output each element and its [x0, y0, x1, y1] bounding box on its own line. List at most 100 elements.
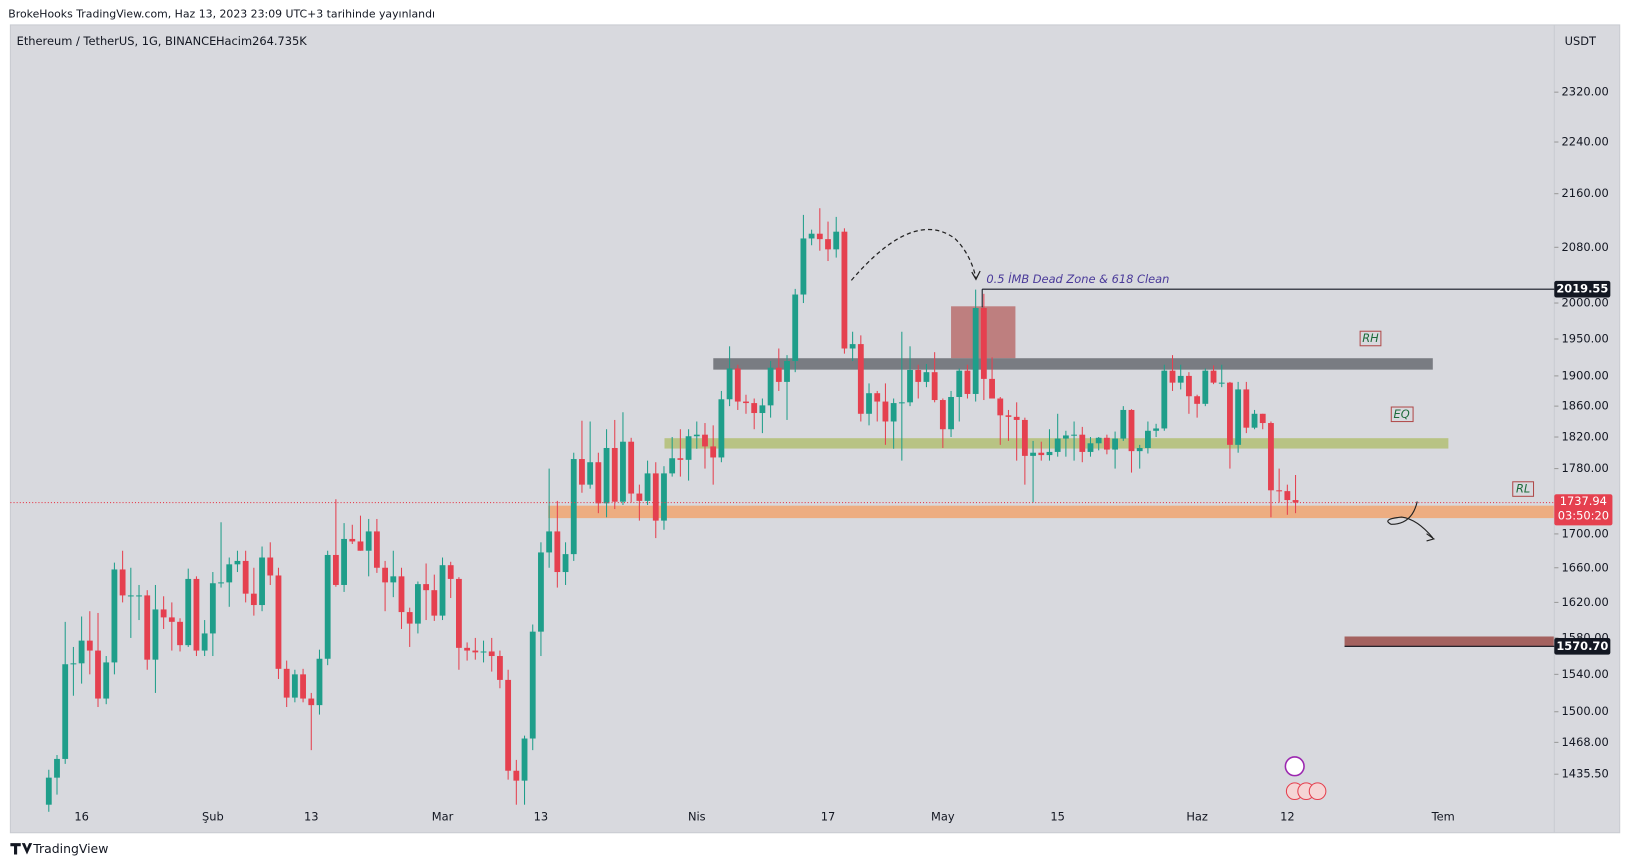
label-box	[1390, 406, 1414, 423]
candle-body	[267, 557, 274, 576]
y-tick-label: 1900.00	[1562, 368, 1609, 382]
candle-body	[1112, 438, 1119, 450]
candle-body	[989, 378, 995, 399]
candle-body	[1194, 396, 1201, 404]
candle-body	[964, 370, 971, 394]
candle-body	[513, 770, 520, 781]
candle-body	[464, 647, 471, 651]
candle-body	[833, 231, 840, 250]
candle-body	[95, 650, 101, 699]
candle-body	[1153, 428, 1160, 431]
candle-body	[1013, 416, 1020, 420]
candle-body	[710, 446, 717, 458]
candle-body	[218, 582, 224, 584]
candle-body	[177, 621, 183, 646]
last-price-label: 1737.94	[1560, 494, 1607, 508]
candle-body	[702, 434, 708, 447]
candle-body	[382, 567, 388, 583]
candle-body	[357, 541, 364, 551]
candle-body	[1046, 451, 1053, 456]
candle-body	[923, 372, 930, 382]
candle-body	[472, 650, 479, 653]
candle-body	[1021, 419, 1028, 456]
level-box	[1554, 638, 1611, 655]
y-tick-label: 1780.00	[1562, 461, 1609, 475]
candle-body	[661, 473, 667, 521]
x-tick-label: 12	[1280, 810, 1295, 824]
candle-body	[398, 576, 405, 613]
candle-body	[316, 658, 323, 706]
candle-body	[414, 584, 421, 624]
y-tick-label: 2240.00	[1562, 135, 1609, 149]
candle-body	[587, 462, 594, 485]
candle-body	[915, 369, 922, 382]
arrow-head	[1426, 533, 1436, 542]
candle-body	[144, 595, 151, 660]
candle-body	[628, 441, 635, 494]
candle-body	[554, 531, 561, 573]
candle-body	[283, 668, 290, 698]
candle-body	[579, 459, 585, 485]
candle-body	[70, 663, 77, 665]
event-icon[interactable]	[1284, 756, 1305, 777]
arrow-head	[971, 270, 981, 281]
candle-body	[168, 617, 175, 622]
candle-body	[1087, 443, 1094, 452]
candle-body	[1103, 437, 1110, 450]
rh-label: RH	[1362, 331, 1379, 345]
candle-body	[1062, 435, 1069, 439]
candle-body	[201, 633, 208, 651]
candle-body	[1218, 382, 1225, 384]
candle-body	[185, 578, 192, 646]
rl-label: RL	[1516, 482, 1530, 496]
candle-body	[800, 238, 807, 295]
level-label: 1570.70	[1556, 639, 1608, 653]
candle-body	[291, 674, 298, 698]
candle-body	[488, 651, 495, 657]
candle-body	[1144, 430, 1151, 448]
candle-body	[234, 560, 241, 565]
candle-body	[857, 344, 864, 414]
candle-body	[685, 436, 692, 460]
volume-label: Hacim264.735K	[216, 34, 307, 48]
candle-body	[1243, 389, 1250, 428]
x-tick-label: 16	[74, 810, 89, 824]
y-tick-label: 1540.00	[1562, 667, 1609, 681]
candle-body	[1276, 490, 1283, 492]
rl-zone	[548, 505, 1555, 519]
candle-body	[1227, 382, 1233, 445]
candle-body	[1120, 409, 1127, 439]
candle-body	[603, 447, 610, 504]
candle-body	[874, 393, 881, 402]
x-tick-label: Haz	[1186, 810, 1208, 824]
candle-body	[816, 233, 823, 240]
candle-body	[62, 664, 69, 759]
candle-body	[669, 458, 676, 474]
candle-body	[751, 403, 758, 414]
candle-body	[1161, 370, 1168, 429]
y-tick-label: 1660.00	[1562, 560, 1609, 574]
candle-body	[726, 368, 733, 400]
y-tick-label: 2000.00	[1562, 296, 1609, 310]
publish-header: BrokeHooks TradingView.com, Haz 13, 2023…	[8, 8, 435, 21]
x-tick-label: Mar	[432, 810, 454, 824]
eq-label: EQ	[1394, 407, 1410, 421]
candle-body	[1202, 370, 1209, 404]
candle-body	[259, 557, 265, 606]
y-tick-label: 2320.00	[1562, 85, 1609, 99]
symbol-title: Ethereum / TetherUS, 1G, BINANCE	[17, 34, 217, 48]
y-tick-label: 1500.00	[1562, 704, 1609, 718]
candle-body	[505, 679, 512, 771]
x-tick-label: 13	[534, 810, 549, 824]
candle-body	[677, 458, 684, 460]
candle-body	[866, 393, 872, 414]
candle-body	[882, 401, 889, 422]
y-tick-label: 1820.00	[1562, 430, 1609, 444]
candle-body	[349, 538, 356, 542]
flag-icon[interactable]	[1308, 782, 1327, 801]
candle-body	[1079, 434, 1086, 452]
label-box	[1359, 330, 1382, 347]
candle-body	[439, 565, 446, 616]
